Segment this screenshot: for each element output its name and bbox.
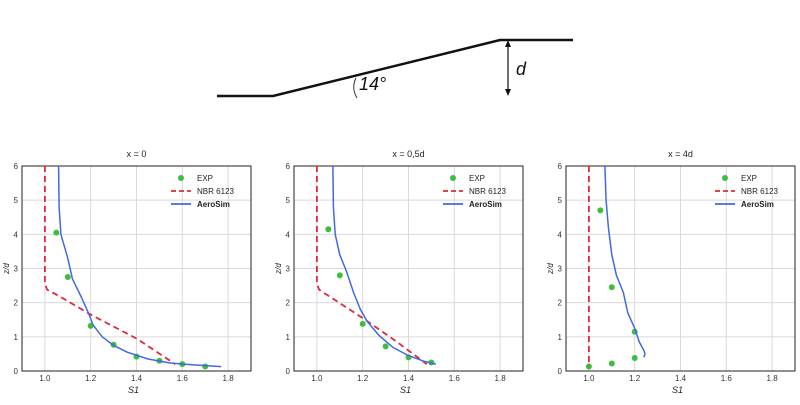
chart-panel-3: 1.0 1.2 1.4 1.6 1.8 0 1 2 3 4 5 6 x = 4d S1 z/d EXP NBR … (546, 149, 796, 395)
x-tick-label: 1.8 (495, 374, 507, 383)
series-exp-point (382, 343, 389, 350)
chart-title: x = 0 (127, 149, 147, 159)
series-aerosim-line (57, 165, 222, 368)
y-tick-label: 3 (14, 265, 19, 274)
series-exp-point (359, 320, 366, 327)
x-tick-label: 1.2 (85, 374, 97, 383)
legend-aerosim-label: AeroSim (741, 200, 774, 209)
legend-exp-label: EXP (197, 174, 213, 183)
legend-exp-marker (722, 175, 728, 181)
series-aerosim-line (604, 165, 646, 358)
plot-frame (293, 165, 524, 372)
plot-frame (565, 165, 796, 372)
y-tick-label: 0 (558, 367, 563, 376)
y-tick-label: 4 (14, 230, 19, 239)
y-tick-label: 0 (286, 367, 291, 376)
legend-exp-marker (178, 175, 184, 181)
y-tick-label: 2 (286, 299, 291, 308)
series-aerosim-line (332, 165, 437, 365)
legend: EXP NBR 6123 AeroSim (443, 174, 506, 209)
y-tick-label: 3 (558, 265, 563, 274)
y-tick-label: 2 (14, 299, 19, 308)
y-tick-label: 0 (14, 367, 19, 376)
x-tick-label: 1.4 (403, 374, 415, 383)
y-axis-label: z/d (2, 263, 11, 275)
y-tick-label: 5 (14, 196, 19, 205)
y-axis-label: z/d (546, 263, 555, 275)
chart-panel-2: 1.0 1.2 1.4 1.6 1.8 0 1 2 3 4 5 6 x = 0,5d S1 z/d EXP NB… (274, 149, 524, 395)
legend-nbr-6123-label: NBR 6123 (741, 187, 778, 196)
series-exp-point (202, 363, 209, 370)
x-axis-label: S1 (128, 385, 139, 395)
x-tick-label: 1.8 (767, 374, 779, 383)
series-nbr-6123-line (44, 166, 176, 365)
x-tick-label: 1.2 (357, 374, 369, 383)
hill-profile-line (217, 38, 573, 98)
legend-aerosim-label: AeroSim (197, 200, 230, 209)
series-exp-point (631, 355, 638, 362)
series-exp-point (325, 226, 332, 233)
x-tick-label: 1.2 (629, 374, 641, 383)
x-tick-label: 1.6 (721, 374, 733, 383)
x-tick-label: 1.6 (177, 374, 189, 383)
x-tick-label: 1.4 (131, 374, 143, 383)
slope-angle-arc (353, 77, 358, 99)
chart-panels: 1.0 1.2 1.4 1.6 1.8 0 1 2 3 4 5 6 x = 0 S1 z/d EXP NBR 6… (2, 149, 796, 395)
x-tick-label: 1.6 (449, 374, 461, 383)
y-tick-label: 1 (286, 333, 291, 342)
y-tick-label: 3 (286, 265, 291, 274)
legend: EXP NBR 6123 AeroSim (171, 174, 234, 209)
y-tick-label: 6 (14, 162, 19, 171)
chart-title: x = 0,5d (392, 149, 424, 159)
y-tick-label: 5 (286, 196, 291, 205)
series-exp-point (608, 360, 615, 367)
x-tick-label: 1.0 (311, 374, 323, 383)
legend-exp-label: EXP (741, 174, 757, 183)
y-tick-label: 6 (286, 162, 291, 171)
plot-frame (21, 165, 252, 372)
y-axis-label: z/d (274, 263, 283, 275)
y-tick-label: 6 (558, 162, 563, 171)
legend-aerosim-label: AeroSim (469, 200, 502, 209)
y-tick-label: 1 (14, 333, 19, 342)
legend-nbr-6123-label: NBR 6123 (197, 187, 234, 196)
x-axis-label: S1 (672, 385, 683, 395)
height-arrow-down-icon (505, 89, 511, 96)
x-axis-label: S1 (400, 385, 411, 395)
y-tick-label: 4 (286, 230, 291, 239)
hill-sketch: 14° d (217, 38, 573, 99)
height-arrow-up-icon (505, 40, 511, 47)
series-exp-point (597, 207, 604, 214)
series-exp-point (53, 229, 60, 236)
y-tick-label: 2 (558, 299, 563, 308)
slope-angle-label: 14° (359, 74, 386, 94)
legend-exp-marker (450, 175, 456, 181)
x-tick-label: 1.8 (223, 374, 235, 383)
y-tick-label: 4 (558, 230, 563, 239)
chart-panel-1: 1.0 1.2 1.4 1.6 1.8 0 1 2 3 4 5 6 x = 0 S1 z/d EXP NBR 6… (2, 149, 252, 395)
legend-exp-label: EXP (469, 174, 485, 183)
x-tick-label: 1.4 (675, 374, 687, 383)
x-tick-label: 1.0 (39, 374, 51, 383)
y-tick-label: 5 (558, 196, 563, 205)
series-exp-point (64, 274, 71, 281)
x-tick-label: 1.0 (583, 374, 595, 383)
series-nbr-6123-line (315, 166, 428, 365)
height-label: d (516, 59, 527, 79)
legend-nbr-6123-label: NBR 6123 (469, 187, 506, 196)
series-exp-point (608, 284, 615, 291)
chart-title: x = 4d (668, 149, 693, 159)
legend: EXP NBR 6123 AeroSim (715, 174, 778, 209)
series-exp-point (336, 272, 343, 279)
y-tick-label: 1 (558, 333, 563, 342)
